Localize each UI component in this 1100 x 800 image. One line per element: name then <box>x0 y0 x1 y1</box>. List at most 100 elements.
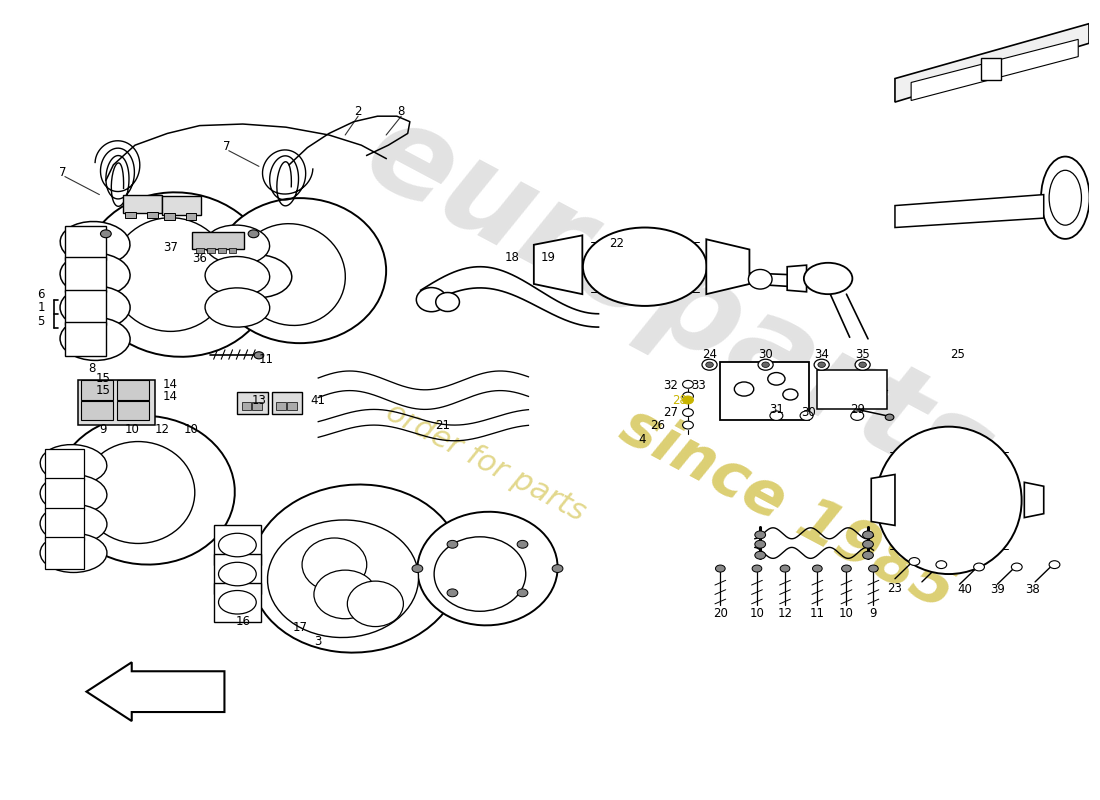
Text: 15: 15 <box>96 371 110 385</box>
Bar <box>213 582 261 622</box>
Text: 41: 41 <box>310 394 326 406</box>
Text: 35: 35 <box>855 348 870 361</box>
Text: 19: 19 <box>540 251 556 264</box>
Bar <box>218 248 226 253</box>
Polygon shape <box>895 194 1044 227</box>
Bar <box>65 258 106 292</box>
Ellipse shape <box>683 392 693 400</box>
FancyArrow shape <box>87 662 224 721</box>
Ellipse shape <box>249 230 258 238</box>
Ellipse shape <box>748 270 772 289</box>
Ellipse shape <box>842 565 851 572</box>
Text: 26: 26 <box>650 418 666 431</box>
Bar <box>272 392 302 414</box>
Ellipse shape <box>862 531 873 538</box>
Bar <box>287 402 297 410</box>
Text: 34: 34 <box>814 348 829 361</box>
Ellipse shape <box>804 263 853 294</box>
Ellipse shape <box>706 362 713 367</box>
Ellipse shape <box>222 254 292 298</box>
Text: 4: 4 <box>638 433 646 446</box>
Bar <box>117 401 148 420</box>
Ellipse shape <box>219 590 256 614</box>
Bar <box>192 232 244 250</box>
Ellipse shape <box>84 192 273 357</box>
Text: 32: 32 <box>663 379 679 392</box>
Polygon shape <box>895 24 1089 102</box>
Polygon shape <box>1024 482 1044 518</box>
Bar <box>981 58 1001 80</box>
Ellipse shape <box>974 563 984 571</box>
Text: 10: 10 <box>749 606 764 620</box>
Ellipse shape <box>683 380 693 388</box>
Ellipse shape <box>715 565 725 572</box>
Bar <box>207 248 215 253</box>
Ellipse shape <box>869 565 878 572</box>
Ellipse shape <box>762 362 769 367</box>
Bar <box>229 248 236 253</box>
Ellipse shape <box>1049 170 1081 225</box>
Bar <box>65 226 106 261</box>
Ellipse shape <box>936 561 947 569</box>
Text: 12: 12 <box>154 423 169 436</box>
Bar <box>213 554 261 594</box>
Ellipse shape <box>40 504 107 543</box>
Text: 10: 10 <box>184 423 198 436</box>
Ellipse shape <box>205 257 270 296</box>
Ellipse shape <box>850 411 864 420</box>
Text: 37: 37 <box>163 241 178 254</box>
Text: 9: 9 <box>870 606 877 620</box>
Ellipse shape <box>752 565 762 572</box>
Ellipse shape <box>111 218 230 331</box>
Ellipse shape <box>583 227 707 306</box>
Text: 9: 9 <box>99 423 107 436</box>
Ellipse shape <box>755 551 766 559</box>
Ellipse shape <box>251 485 461 653</box>
Ellipse shape <box>100 230 111 238</box>
Ellipse shape <box>517 540 528 548</box>
Ellipse shape <box>81 442 195 543</box>
Bar <box>125 212 136 218</box>
Bar <box>45 538 85 569</box>
Ellipse shape <box>862 540 873 548</box>
Ellipse shape <box>60 222 130 265</box>
Ellipse shape <box>876 426 1022 574</box>
Bar <box>276 402 286 410</box>
Polygon shape <box>871 474 895 526</box>
Ellipse shape <box>1011 563 1022 571</box>
Text: 12: 12 <box>778 606 792 620</box>
Bar <box>123 194 162 214</box>
Polygon shape <box>788 265 806 292</box>
Ellipse shape <box>41 474 107 514</box>
Bar <box>45 508 85 539</box>
Ellipse shape <box>219 562 256 586</box>
Text: 5: 5 <box>37 315 45 328</box>
Text: order for parts: order for parts <box>381 398 590 527</box>
Bar <box>162 196 200 215</box>
Ellipse shape <box>859 362 867 367</box>
Text: 36: 36 <box>192 252 207 266</box>
Text: 6: 6 <box>37 288 45 301</box>
Bar <box>45 449 85 480</box>
Bar <box>65 290 106 325</box>
Bar <box>164 214 175 220</box>
Text: 15: 15 <box>96 384 110 397</box>
Text: 17: 17 <box>293 621 307 634</box>
Ellipse shape <box>683 409 693 417</box>
Ellipse shape <box>447 540 458 548</box>
Ellipse shape <box>205 288 270 327</box>
Ellipse shape <box>60 286 130 329</box>
Bar <box>81 380 113 400</box>
Text: 30: 30 <box>758 348 773 361</box>
Ellipse shape <box>1041 157 1089 239</box>
Ellipse shape <box>314 570 376 618</box>
Polygon shape <box>534 235 582 294</box>
Text: 40: 40 <box>958 583 972 596</box>
Text: 16: 16 <box>235 614 251 627</box>
Ellipse shape <box>205 225 270 265</box>
Ellipse shape <box>60 318 130 361</box>
Ellipse shape <box>267 520 418 638</box>
Text: 29: 29 <box>849 403 865 416</box>
Ellipse shape <box>213 198 386 343</box>
Bar <box>186 214 197 220</box>
